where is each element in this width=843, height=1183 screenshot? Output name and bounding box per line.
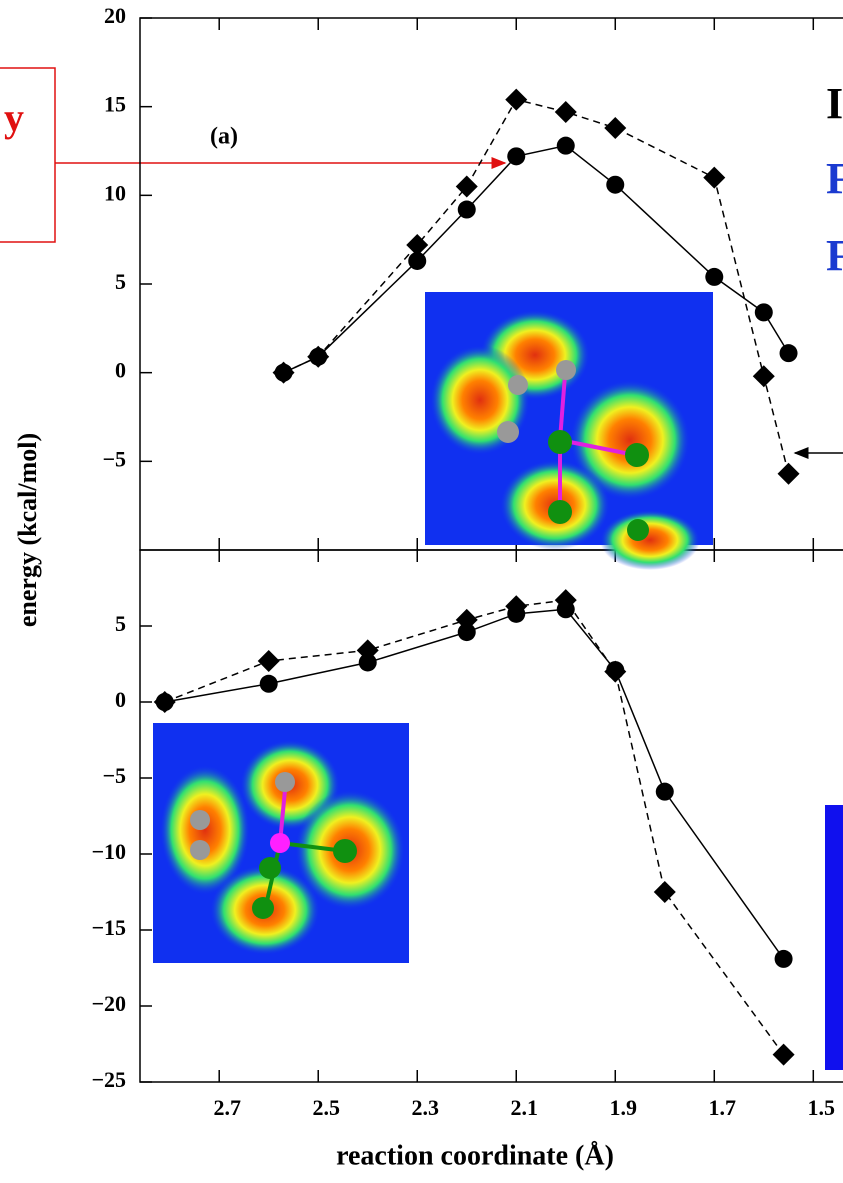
y-axis-label: energy (kcal/mol) — [13, 433, 42, 627]
point — [273, 362, 295, 384]
point — [258, 650, 280, 672]
side-text: F — [826, 231, 843, 280]
insets — [153, 292, 713, 963]
y-tick-label: 5 — [115, 269, 126, 294]
y-tick-label: 5 — [115, 611, 126, 636]
point — [703, 167, 725, 189]
y-tick-label: 10 — [104, 180, 126, 205]
point — [555, 101, 577, 123]
point — [755, 303, 773, 321]
x-axis-label: reaction coordinate (Å) — [336, 1140, 614, 1171]
page: {"chart_data": [ {"type": "line", "ylabe… — [0, 0, 843, 1183]
x-tick-label: 1.7 — [709, 1095, 737, 1120]
point — [606, 176, 624, 194]
point — [753, 365, 775, 387]
point — [456, 175, 478, 197]
point — [780, 344, 798, 362]
x-tick-label: 1.5 — [808, 1095, 836, 1120]
y-tick-label: −5 — [102, 763, 126, 788]
y-tick-label: −25 — [91, 1067, 126, 1092]
side-text: F — [826, 154, 843, 203]
point — [154, 691, 176, 713]
side-text: I — [826, 79, 843, 128]
point — [775, 950, 793, 968]
color-bar — [825, 805, 843, 1070]
point — [778, 463, 800, 485]
point — [507, 147, 525, 165]
y-tick-label: 0 — [115, 687, 126, 712]
point — [705, 268, 723, 286]
y-tick-label: −15 — [91, 915, 126, 940]
callout-text: y — [4, 95, 24, 140]
y-tick-label: −20 — [91, 991, 126, 1016]
callout-box — [0, 68, 55, 242]
y-tick-label: 20 — [104, 3, 126, 28]
point — [505, 89, 527, 111]
x-tick-label: 2.1 — [511, 1095, 539, 1120]
point — [458, 201, 476, 219]
point — [604, 661, 626, 683]
y-tick-label: 0 — [115, 358, 126, 383]
y-tick-label: −10 — [91, 839, 126, 864]
point — [260, 675, 278, 693]
x-tick-label: 2.3 — [411, 1095, 439, 1120]
x-tick-label: 2.7 — [213, 1095, 241, 1120]
point — [654, 881, 676, 903]
point — [557, 137, 575, 155]
point — [604, 117, 626, 139]
chart: (a) y I F F energy (kcal/mol) reaction c… — [0, 0, 843, 1183]
y-tick-label: 15 — [104, 92, 126, 117]
point — [773, 1044, 795, 1066]
x-tick-label: 1.9 — [610, 1095, 638, 1120]
y-tick-label: −5 — [102, 446, 126, 471]
panel-label: (a) — [210, 124, 238, 150]
x-tick-label: 2.5 — [312, 1095, 340, 1120]
point — [656, 783, 674, 801]
